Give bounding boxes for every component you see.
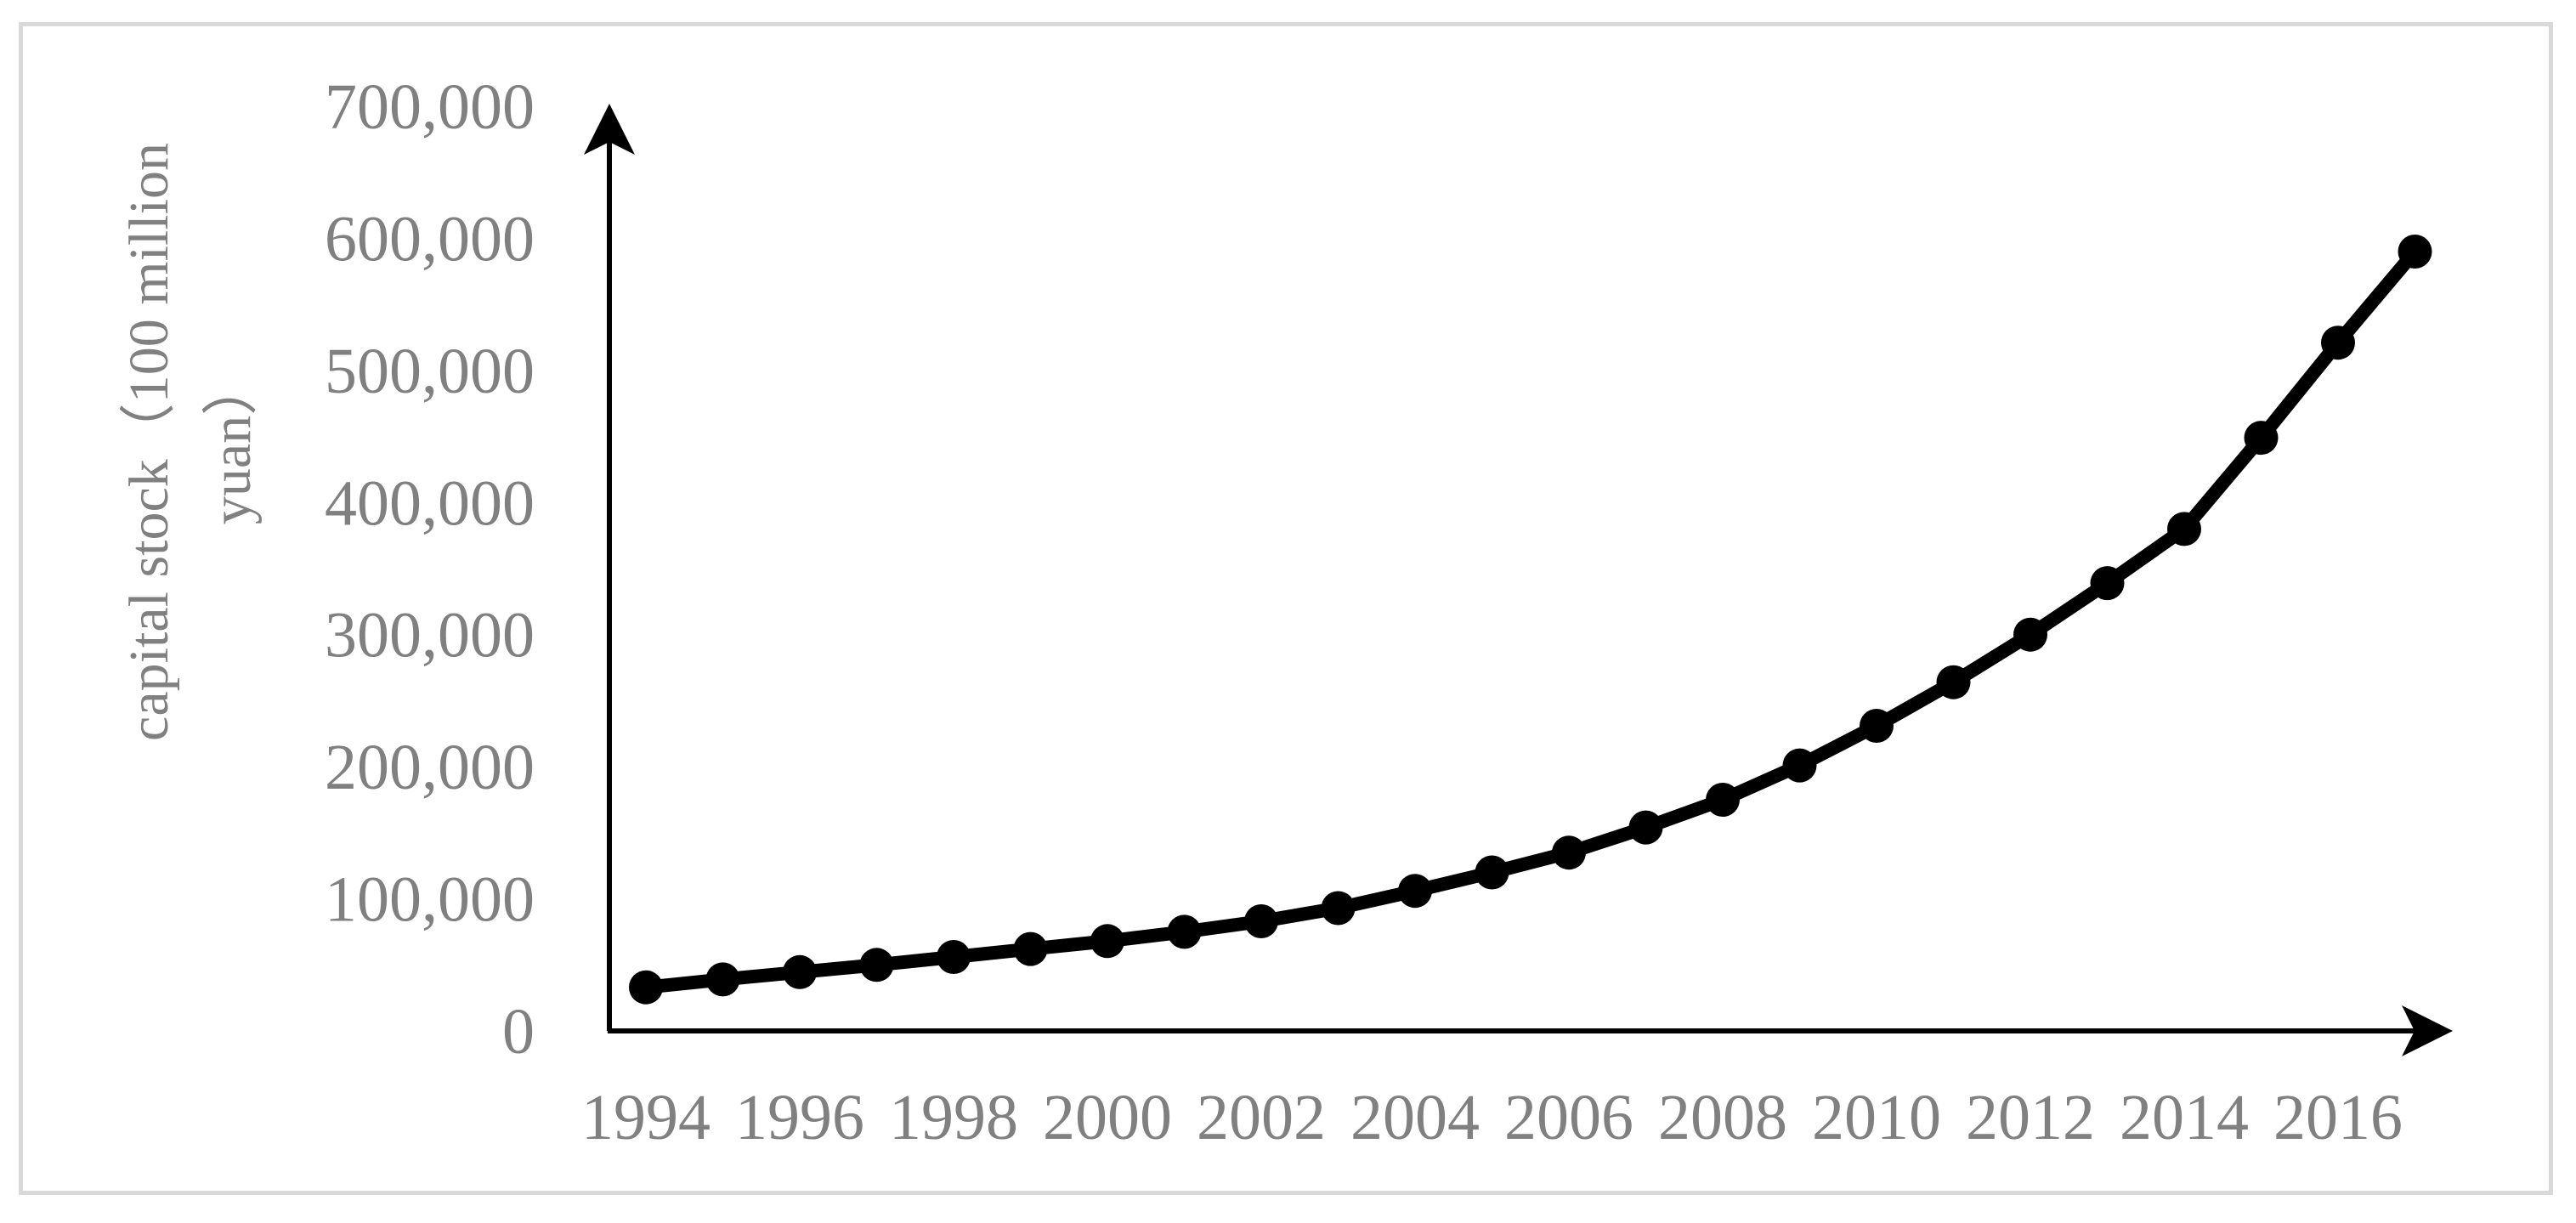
x-tick-label: 2016	[2273, 1082, 2403, 1153]
y-tick-label: 400,000	[325, 467, 535, 539]
data-point	[1167, 914, 1202, 949]
x-tick-label: 1996	[735, 1082, 864, 1153]
x-tick-label: 2008	[1658, 1082, 1787, 1153]
data-point	[629, 970, 663, 1005]
data-point	[1706, 783, 1740, 817]
x-tick-label: 2006	[1504, 1082, 1633, 1153]
y-axis-title-line-2: yuan）	[201, 360, 263, 524]
y-axis-title-line-1: capital stock（100 million	[118, 143, 180, 741]
data-point	[1475, 855, 1509, 890]
data-point	[1860, 709, 1894, 743]
y-tick-label: 500,000	[325, 336, 535, 407]
y-tick-label: 200,000	[325, 732, 535, 803]
x-tick-label: 2000	[1043, 1082, 1172, 1153]
chart-frame	[19, 22, 2553, 1195]
data-point	[2321, 326, 2355, 360]
data-point	[1936, 665, 1971, 699]
data-point	[2167, 512, 2201, 546]
data-point	[1782, 748, 1817, 783]
y-tick-label: 600,000	[325, 203, 535, 275]
y-tick-labels: 0 100,000 200,000 300,000 400,000 500,000 600,…	[325, 71, 535, 1067]
data-points	[629, 235, 2432, 1005]
y-tick-label: 0	[502, 996, 535, 1067]
x-tick-label: 2002	[1197, 1082, 1326, 1153]
series-line	[639, 245, 2422, 994]
data-point	[937, 940, 971, 974]
data-point	[1628, 810, 1663, 845]
x-tick-label: 1994	[581, 1082, 711, 1153]
data-point	[1013, 931, 1048, 966]
x-tick-label: 2010	[1812, 1082, 1941, 1153]
x-tick-labels: 1994 1996 1998 2000 2002 2004 2006 2008 2010 2012…	[581, 1082, 2403, 1153]
data-point	[1398, 874, 1432, 909]
data-point	[1090, 924, 1124, 959]
data-point	[1321, 891, 1356, 926]
x-tick-label: 1998	[889, 1082, 1018, 1153]
data-point	[2398, 235, 2432, 269]
x-tick-label: 2004	[1350, 1082, 1480, 1153]
x-tick-label: 2014	[2120, 1082, 2249, 1153]
data-point	[1552, 835, 1586, 870]
data-point	[705, 962, 740, 997]
y-tick-label: 100,000	[325, 864, 535, 936]
data-point	[2013, 617, 2047, 652]
y-tick-label: 700,000	[325, 71, 535, 143]
data-point	[859, 948, 894, 982]
data-point	[2244, 421, 2279, 456]
y-tick-label: 300,000	[325, 600, 535, 671]
x-tick-label: 2012	[1966, 1082, 2095, 1153]
data-point	[783, 954, 817, 989]
data-point	[1244, 904, 1278, 938]
data-point	[2090, 566, 2125, 601]
